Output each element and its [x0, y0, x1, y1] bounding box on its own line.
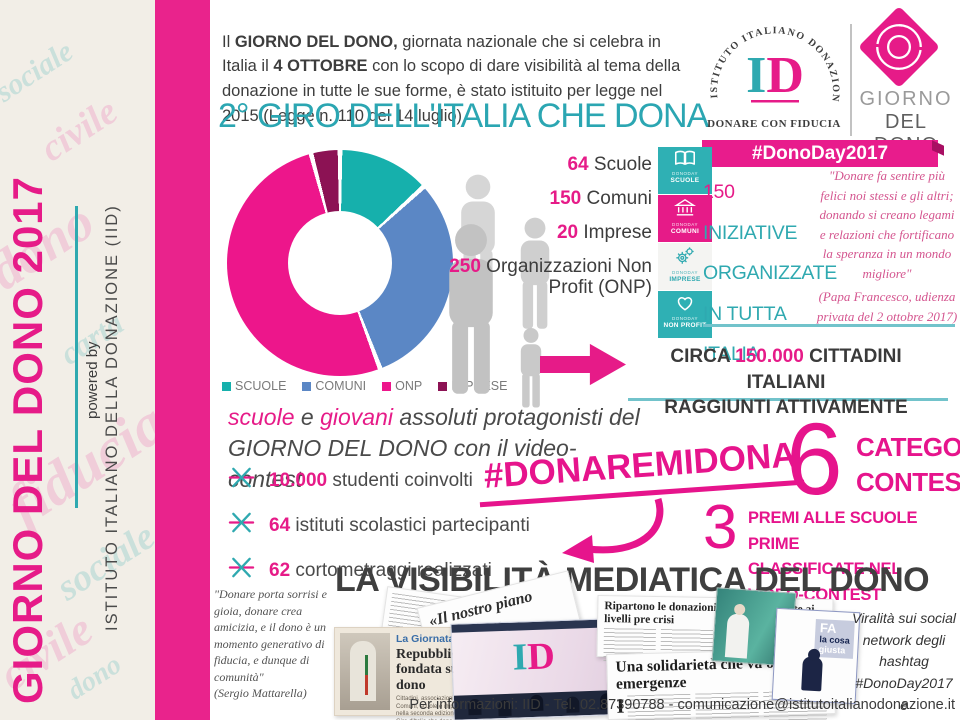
watermark-word: sociale	[49, 515, 155, 609]
heart-icon	[674, 296, 696, 316]
donoday-ribbon: #DonoDay2017	[702, 140, 938, 167]
contest-stat-row: 64 istituti scolastici partecipanti	[228, 503, 568, 548]
tv-id-logo: ID	[511, 635, 556, 679]
watermark-word: sociale	[0, 34, 79, 109]
protagonists-statement: scuole e giovani assoluti protagonisti d…	[228, 404, 640, 493]
book-icon	[673, 150, 697, 171]
logo-block: ISTITUTO ITALIANO DONAZIONE ID DONARE CO…	[696, 0, 956, 170]
chart-legend: SCUOLECOMUNIONPIMPRESE	[222, 379, 507, 393]
donoday-badge-scuole: DONODAY SCUOLE	[658, 147, 712, 194]
categories-count: 6	[786, 402, 843, 516]
quote-papa-francesco: "Donare fa sentire più felici noi stessi…	[816, 168, 958, 324]
divider-line	[628, 398, 948, 401]
legend-item: COMUNI	[302, 379, 366, 393]
social-note-line: network degli	[862, 631, 946, 648]
sidebar: sociale civile dono carta fiducia sociale civi…	[0, 0, 155, 720]
donoday-badges: DONODAY SCUOLE DONODAY COMUNI DONODAY IMPRESE…	[658, 147, 712, 339]
giorno-del-dono-logo-icon	[857, 5, 941, 89]
divider-line	[703, 324, 955, 327]
stat-row: 20 Imprese	[556, 221, 652, 243]
social-note-line: Viralità sui social	[851, 610, 956, 626]
powered-by-label: powered by	[84, 341, 101, 419]
donoday-badge-comuni: DONODAY COMUNI	[658, 195, 712, 242]
legend-swatch	[382, 381, 392, 391]
intro-paragraph: Il GIORNO DEL DONO, giornata nazionale c…	[222, 32, 681, 125]
asterisk-icon	[228, 464, 255, 497]
social-note-line: #DonareMiDona	[850, 716, 958, 720]
accent-bar	[155, 0, 210, 720]
iid-logo: ISTITUTO ITALIANO DONAZIONE ID	[696, 0, 840, 104]
tv-fa-logo: FA la cosa giusta	[814, 618, 855, 660]
prizes-count: 3	[703, 493, 738, 562]
reach-statement: CIRCA 150.000 CITTADINI ITALIANI RAGGIUN…	[664, 346, 908, 419]
logo-divider	[850, 24, 852, 136]
contest-stat-row: 10.000 studenti coinvolti	[228, 458, 568, 503]
page-title: GIORNO DEL DONO 2017	[4, 175, 51, 705]
legend-item: ONP	[382, 379, 422, 393]
legend-swatch	[222, 381, 231, 391]
pope-photo	[340, 633, 390, 710]
iid-tagline: DONARE CON FIDUCIA	[707, 118, 841, 130]
section-title: 2° GIRO DELL'ITALIA CHE DONA	[218, 97, 709, 135]
social-virality-note: Viralità sui social network degli hashtag #…	[850, 608, 958, 720]
iniziative-block: 150 INIZIATIVE ORGANIZZATE IN TUTTA ITAL…	[703, 181, 837, 366]
stat-row: 150 Comuni	[549, 187, 652, 209]
donut-chart-hole	[288, 211, 392, 315]
social-note-line: #DonoDay2017 e	[855, 675, 953, 713]
categories-label: CATEGORIECONTEST	[856, 432, 960, 498]
bank-icon	[674, 199, 696, 222]
asterisk-icon	[228, 509, 255, 542]
legend-swatch	[302, 381, 312, 391]
organization-name: ISTITUTO ITALIANO DELLA DONAZIONE (IID)	[103, 204, 121, 631]
contest-stats: 10.000 studenti coinvolti 64 istituti sco…	[228, 458, 568, 593]
contest-stat-row: 62 cortometraggi realizzati	[228, 548, 568, 593]
gears-icon	[674, 247, 696, 270]
participation-stats: 64 Scuole 150 Comuni 20 Imprese 250 Organiz…	[438, 154, 652, 311]
iid-monogram: ID	[746, 47, 804, 104]
donoday-badge-non-profit: DONODAY NON PROFIT	[658, 291, 712, 338]
sidebar-divider	[75, 206, 78, 508]
curved-arrow-icon	[562, 497, 664, 563]
legend-swatch	[438, 381, 448, 391]
social-note-line: hashtag	[879, 653, 929, 670]
tv-screenshot-fa-la-cosa-giusta: FA la cosa giusta	[771, 607, 861, 705]
footer-contact: Per informazioni: IID - Tel. 02.87390788…	[409, 697, 955, 713]
legend-item: SCUOLE	[222, 379, 286, 393]
prizes-label: PREMI ALLE SCUOLE PRIME CLASSIFICATE NEL …	[748, 509, 918, 604]
quote-mattarella: "Donare porta sorrisi e gioia, donare cr…	[214, 587, 327, 701]
donoday-badge-imprese: DONODAY IMPRESE	[658, 243, 712, 290]
stat-row: 250 Organizzazioni Non Profit (ONP)	[449, 255, 652, 298]
asterisk-icon	[228, 554, 255, 587]
stat-row: 64 Scuole	[567, 154, 652, 175]
